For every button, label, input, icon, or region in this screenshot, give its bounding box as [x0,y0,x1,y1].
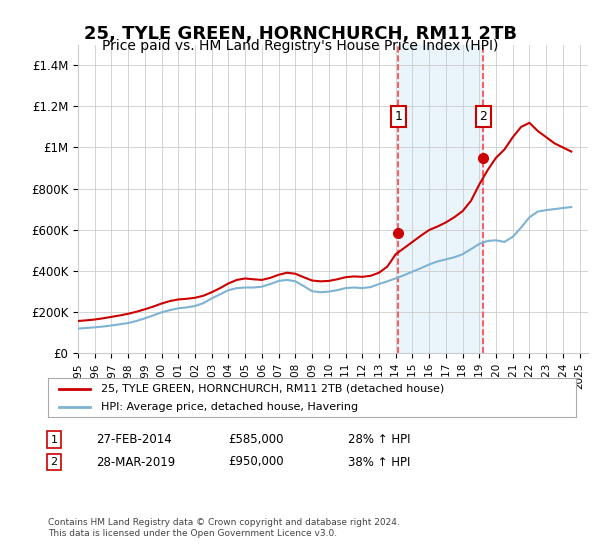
Text: £585,000: £585,000 [228,433,284,446]
Text: 27-FEB-2014: 27-FEB-2014 [96,433,172,446]
Text: Contains HM Land Registry data © Crown copyright and database right 2024.
This d: Contains HM Land Registry data © Crown c… [48,518,400,538]
Text: 28% ↑ HPI: 28% ↑ HPI [348,433,410,446]
Text: 28-MAR-2019: 28-MAR-2019 [96,455,175,469]
Text: 2: 2 [50,457,58,467]
Text: 1: 1 [50,435,58,445]
Text: £950,000: £950,000 [228,455,284,469]
Text: Price paid vs. HM Land Registry's House Price Index (HPI): Price paid vs. HM Land Registry's House … [102,39,498,53]
Text: HPI: Average price, detached house, Havering: HPI: Average price, detached house, Have… [101,403,358,412]
Text: 1: 1 [394,110,402,123]
Text: 25, TYLE GREEN, HORNCHURCH, RM11 2TB: 25, TYLE GREEN, HORNCHURCH, RM11 2TB [83,25,517,43]
Text: 25, TYLE GREEN, HORNCHURCH, RM11 2TB (detached house): 25, TYLE GREEN, HORNCHURCH, RM11 2TB (de… [101,384,444,394]
Text: 2: 2 [479,110,487,123]
Bar [398,45,484,353]
Text: 38% ↑ HPI: 38% ↑ HPI [348,455,410,469]
